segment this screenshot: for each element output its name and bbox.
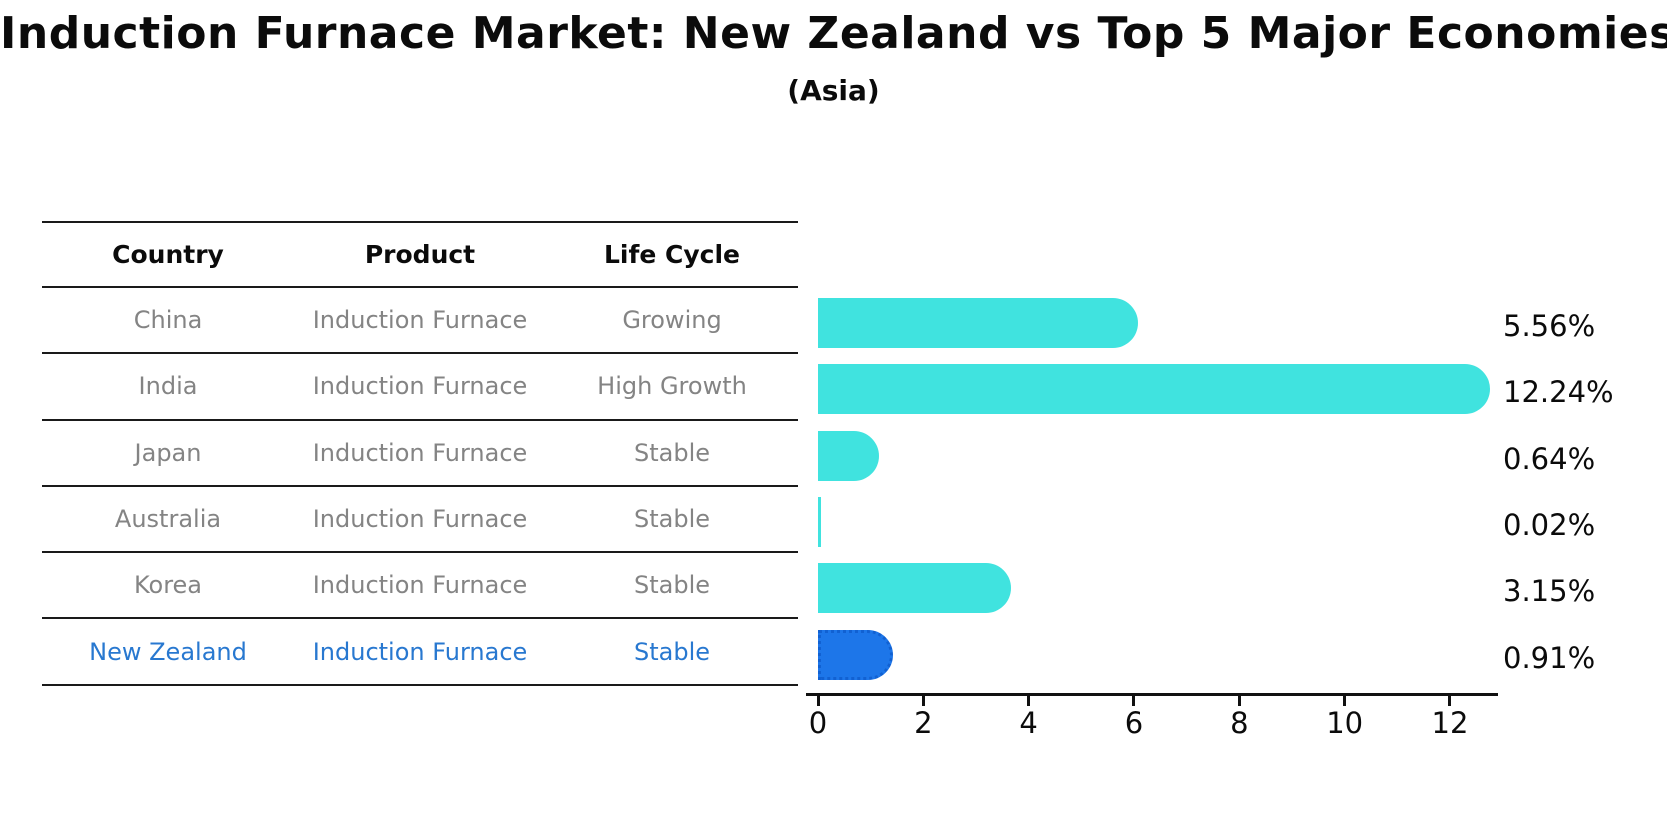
cell-country: Japan: [134, 438, 202, 467]
cell-product: Induction Furnace: [312, 571, 528, 600]
x-axis-tick: [1027, 696, 1031, 706]
cell-lifecycle: Stable: [633, 438, 711, 467]
cell-lifecycle: Growing: [622, 306, 722, 335]
cell-country: New Zealand: [89, 637, 247, 666]
table-row-australia: Australia Induction Furnace Stable: [42, 487, 798, 554]
cell-country: Australia: [114, 505, 222, 534]
table-row-korea: Korea Induction Furnace Stable: [42, 553, 798, 620]
bar-new-zealand: [818, 629, 893, 680]
value-label-australia: 0.02%: [1503, 508, 1596, 543]
bar-china: [818, 298, 1138, 349]
cell-country: India: [138, 372, 198, 401]
cell-country: Korea: [133, 571, 203, 600]
x-tick-label: 2: [914, 706, 933, 740]
x-axis-tick: [1237, 696, 1241, 706]
value-label-india: 12.24%: [1503, 375, 1614, 410]
cell-lifecycle: High Growth: [597, 372, 747, 401]
value-label-korea: 3.15%: [1503, 574, 1596, 609]
cell-product: Induction Furnace: [312, 306, 528, 335]
country-table: Country Product Life Cycle China Inducti…: [42, 221, 798, 686]
x-axis-line: [806, 693, 1498, 696]
cell-lifecycle: Stable: [633, 637, 711, 666]
x-tick-label: 8: [1230, 706, 1249, 740]
table-row-china: China Induction Furnace Growing: [42, 288, 798, 355]
cell-country: China: [133, 306, 203, 335]
value-label-japan: 0.64%: [1503, 441, 1596, 476]
cell-product: Induction Furnace: [312, 438, 528, 467]
col-header-lifecycle: Life Cycle: [603, 240, 741, 269]
x-axis-tick: [1132, 696, 1136, 706]
bar-japan: [818, 430, 879, 481]
x-tick-label: 4: [1019, 706, 1038, 740]
value-label-china: 5.56%: [1503, 309, 1596, 344]
x-tick-label: 6: [1124, 706, 1144, 740]
x-axis-tick: [921, 696, 925, 706]
col-header-country: Country: [112, 240, 224, 269]
table-row-india: India Induction Furnace High Growth: [42, 354, 798, 421]
bar-korea: [818, 563, 1011, 614]
x-axis-tick: [1448, 696, 1452, 706]
cell-lifecycle: Stable: [633, 571, 711, 600]
chart-subtitle: (Asia): [787, 74, 880, 107]
cell-product: Induction Furnace: [312, 505, 528, 534]
x-tick-label: 12: [1431, 706, 1469, 740]
table-row-new-zealand: New Zealand Induction Furnace Stable: [42, 619, 798, 686]
x-axis-tick: [1343, 696, 1347, 706]
cell-product: Induction Furnace: [312, 372, 528, 401]
x-tick-label: 0: [808, 706, 828, 740]
x-tick-label: 10: [1326, 706, 1364, 740]
x-axis-tick: [816, 696, 820, 706]
table-header-row: Country Product Life Cycle: [42, 221, 798, 288]
cell-product: Induction Furnace: [312, 637, 528, 666]
cell-lifecycle: Stable: [633, 505, 711, 534]
table-row-japan: Japan Induction Furnace Stable: [42, 421, 798, 487]
value-label-new-zealand: 0.91%: [1503, 640, 1596, 675]
col-header-product: Product: [364, 240, 476, 269]
bar-australia: [818, 497, 821, 548]
chart-title: Induction Furnace Market: New Zealand vs…: [0, 8, 1667, 59]
bar-india: [818, 364, 1490, 415]
